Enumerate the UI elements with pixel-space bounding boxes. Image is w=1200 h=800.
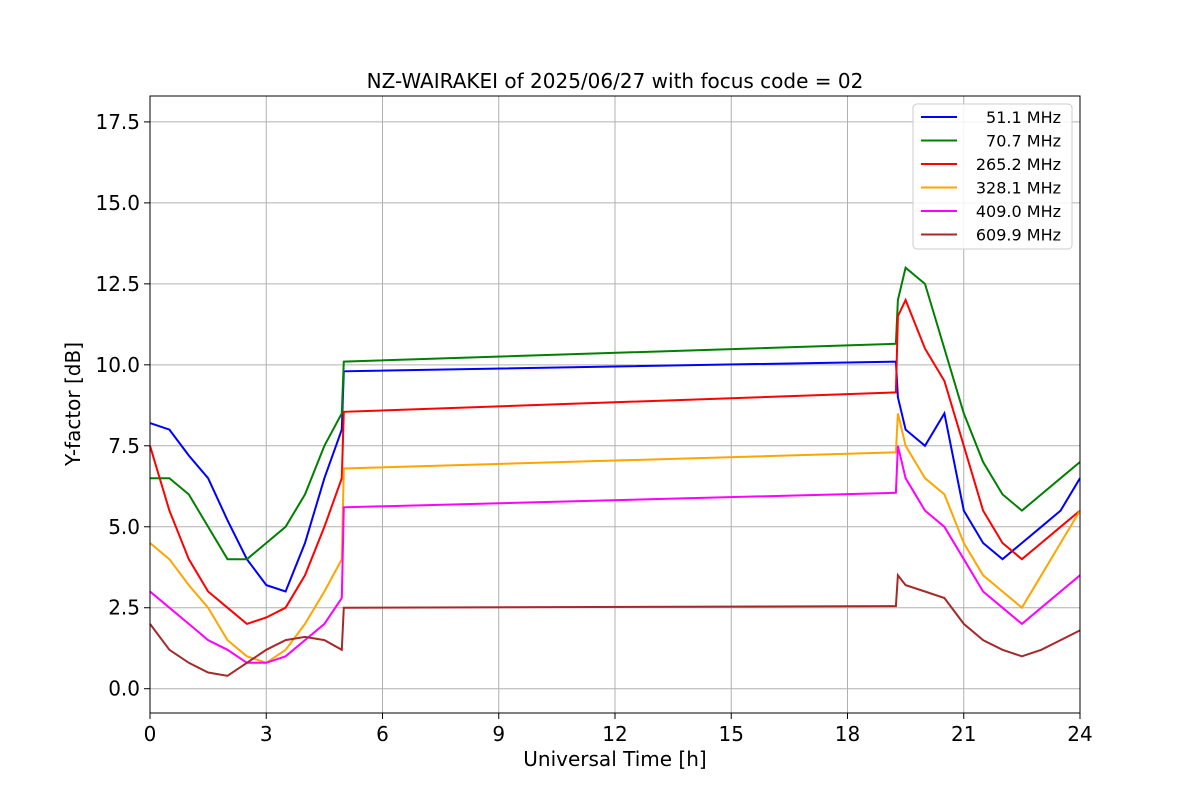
y-tick-label: 10.0 [95,353,140,377]
legend-entry: 328.1 MHz [976,179,1061,198]
series-line-609-9-mhz [149,572,1081,677]
series-line-409-0-mhz [149,445,1081,664]
legend-entry: 51.1 MHz [986,108,1061,127]
x-tick-label: 21 [951,722,976,746]
y-axis-ticks: 0.0 2.5 5.0 7.5 10.0 12.5 15.0 17.5 [95,110,150,701]
series-lines [149,265,1081,677]
x-tick-label: 9 [492,722,505,746]
y-tick-label: 17.5 [95,110,140,134]
series-line-51-1-mhz [149,360,1081,593]
series-line-265-2-mhz [149,297,1081,626]
x-tick-label: 3 [260,722,273,746]
legend-entry: 265.2 MHz [976,155,1061,174]
y-axis-label: Y-factor [dB] [61,342,85,467]
x-axis-ticks: 0 3 6 9 12 15 18 21 24 [144,713,1093,746]
y-tick-label: 0.0 [108,677,140,701]
series-line-70-7-mhz [150,265,1081,561]
x-tick-label: 24 [1067,722,1092,746]
x-tick-label: 0 [144,722,157,746]
x-axis-label: Universal Time [h] [523,747,706,771]
y-tick-label: 15.0 [95,191,140,215]
x-tick-label: 12 [602,722,627,746]
y-tick-label: 12.5 [95,272,140,296]
y-tick-label: 2.5 [108,596,140,620]
y-tick-label: 7.5 [108,434,140,458]
chart-title: NZ-WAIRAKEI of 2025/06/27 with focus cod… [367,69,864,93]
legend-entry: 70.7 MHz [986,132,1061,151]
series-line-328-1-mhz [149,413,1081,664]
legend-entry: 609.9 MHz [976,226,1061,245]
y-tick-label: 5.0 [108,515,140,539]
x-tick-label: 18 [835,722,860,746]
x-tick-label: 15 [719,722,744,746]
x-tick-label: 6 [376,722,389,746]
legend-entry: 409.0 MHz [976,202,1061,221]
legend: 51.1 MHz 70.7 MHz 265.2 MHz 328.1 MHz 409.0 … [912,103,1073,250]
